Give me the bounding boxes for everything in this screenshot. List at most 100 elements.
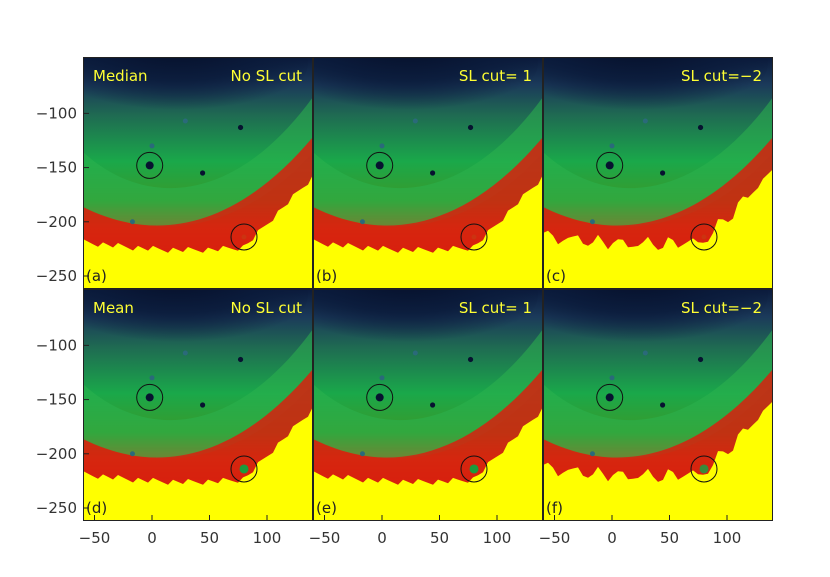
panel-frame [83,57,313,289]
panel-letter: (d) [86,499,107,517]
faint-source [379,143,385,149]
panel-frame [83,289,313,521]
dark-source [697,124,704,131]
x-tick-label: 0 [607,529,617,547]
dark-region [313,57,538,122]
dark-region [543,289,768,354]
panel-c: SL cut=−2 (c) [543,57,773,289]
x-tick-label: 0 [377,529,387,547]
dark-region [313,289,538,354]
center-source [701,234,707,240]
panel-title-left: Median [93,67,148,85]
panel-title-right: SL cut=−2 [681,299,762,317]
dark-source [605,393,614,402]
x-tick-label: −50 [539,529,571,547]
dark-source [697,356,704,363]
source-circle [136,383,164,411]
x-tick-label: −50 [309,529,341,547]
dark-source [430,402,436,408]
center-source [471,234,477,240]
y-tick-label: −250 [36,267,77,285]
panel-title-right: No SL cut [231,67,303,85]
y-tick-label: −150 [36,391,77,409]
center-source [699,464,709,474]
panel-letter: (b) [316,267,337,285]
panel-frame [543,289,773,521]
y-tick-label: −150 [36,159,77,177]
faint-source [589,451,595,457]
faint-source [129,451,135,457]
faint-source [642,350,648,356]
panel-title-right: SL cut= 1 [459,67,532,85]
panel-title-right: No SL cut [231,299,303,317]
y-tick-label: −250 [36,499,77,517]
center-source [241,234,247,240]
faint-source [182,350,188,356]
dark-source [605,161,614,170]
faint-source [642,118,648,124]
source-circle [366,383,394,411]
source-circle [460,223,488,251]
faint-source [182,118,188,124]
x-tick-label: 100 [713,529,742,547]
saturated-region [83,406,313,521]
x-tick-label: 100 [253,529,282,547]
faint-source [359,451,365,457]
center-source [469,464,479,474]
faint-source [129,219,135,225]
dark-source [145,393,154,402]
source-circle [230,223,258,251]
dark-source [660,402,666,408]
x-tick-label: −50 [79,529,111,547]
saturated-region [313,406,543,521]
x-tick-label: 50 [660,529,679,547]
faint-source [412,350,418,356]
panel-frame [313,57,543,289]
panel-title-right: SL cut= 1 [459,299,532,317]
faint-source [149,375,155,381]
panel-title-right: SL cut=−2 [681,67,762,85]
source-circle [596,383,624,411]
saturated-region [543,169,773,289]
saturated-region [543,401,773,521]
dark-source [237,124,244,131]
dark-source [375,161,384,170]
panel-a: Median No SL cut (a) [83,57,313,289]
source-circle [690,455,718,483]
source-circle [596,151,624,179]
x-tick-label: 0 [147,529,157,547]
faint-source [412,118,418,124]
saturated-region [313,174,543,289]
source-circle [136,151,164,179]
dark-source [660,170,666,176]
source-circle [460,455,488,483]
x-tick-label: 50 [200,529,219,547]
panel-frame [543,57,773,289]
faint-source [149,143,155,149]
dark-source [375,393,384,402]
y-tick-label: −100 [36,336,77,354]
panel-title-left: Mean [93,299,134,317]
source-circle [366,151,394,179]
faint-source [609,143,615,149]
dark-source [430,170,436,176]
y-tick-label: −100 [36,104,77,122]
panel-letter: (e) [316,499,337,517]
y-tick-label: −200 [36,445,77,463]
y-tick-label: −200 [36,213,77,231]
x-tick-label: 50 [430,529,449,547]
dark-source [200,402,206,408]
source-circle [230,455,258,483]
dark-source [237,356,244,363]
faint-source [589,219,595,225]
faint-source [609,375,615,381]
saturated-region [83,174,313,289]
x-tick-label: 100 [483,529,512,547]
panel-b: SL cut= 1 (b) [313,57,543,289]
center-source [239,464,249,474]
faint-source [379,375,385,381]
panel-e: SL cut= 1 (e) [313,289,543,521]
panel-f: SL cut=−2 (f) [543,289,773,521]
dark-region [543,57,768,122]
